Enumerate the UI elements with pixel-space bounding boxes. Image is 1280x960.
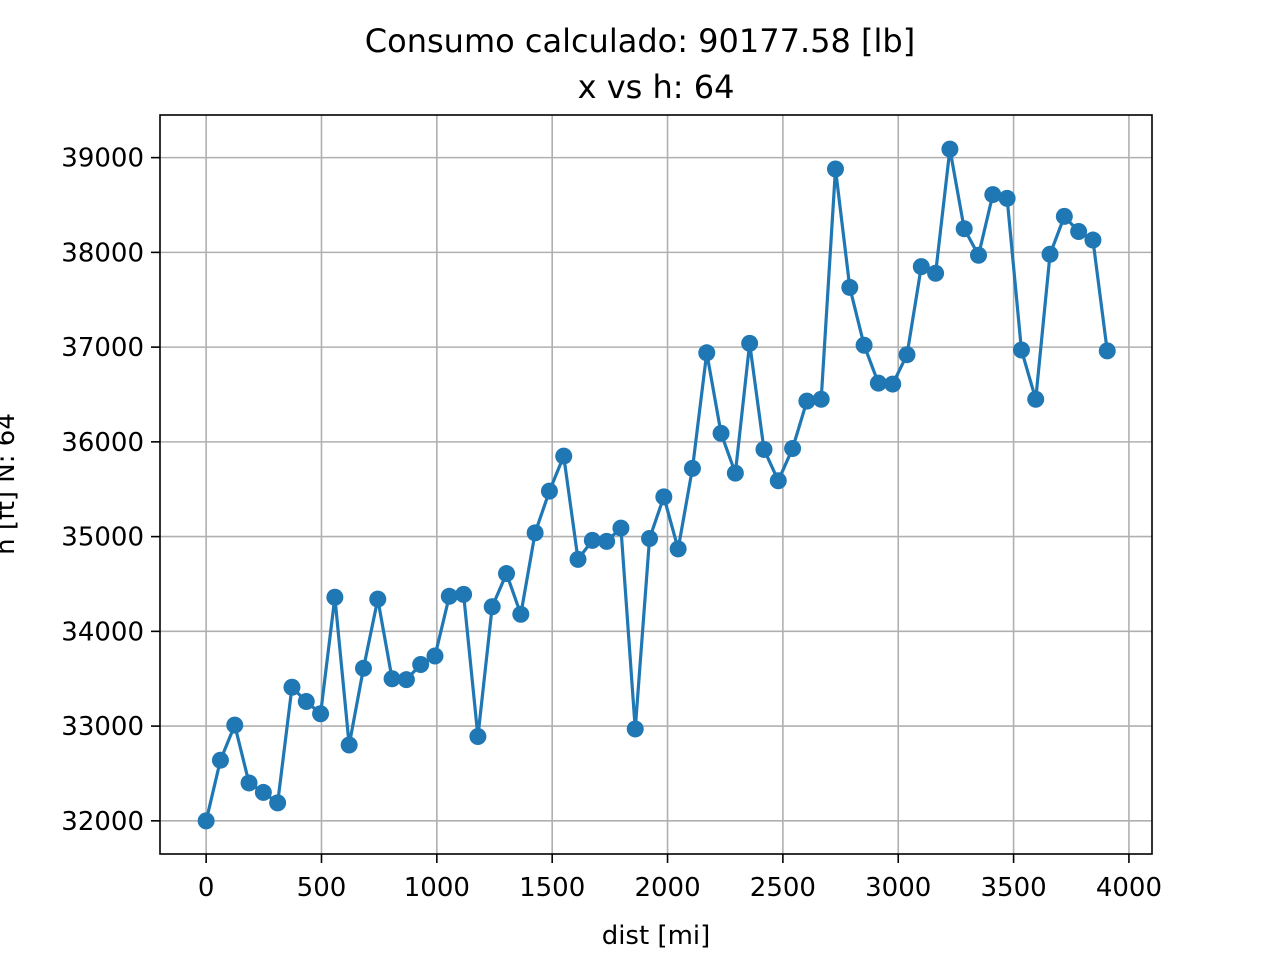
chart-title: Consumo calculado: 90177.58 [lb]	[365, 22, 915, 60]
y-tick-label: 39000	[61, 144, 144, 174]
y-tick-label: 36000	[61, 428, 144, 458]
data-point	[541, 483, 558, 500]
x-tick-label: 2500	[750, 873, 816, 903]
data-point	[841, 279, 858, 296]
data-point	[498, 565, 515, 582]
x-tick-label: 1000	[404, 873, 470, 903]
data-point	[326, 589, 343, 606]
data-point	[713, 425, 730, 442]
data-point	[627, 720, 644, 737]
data-point	[255, 784, 272, 801]
data-point	[970, 247, 987, 264]
grid	[160, 115, 1152, 854]
data-point	[469, 728, 486, 745]
data-point	[1070, 223, 1087, 240]
x-tick-label: 0	[198, 873, 215, 903]
axis-ticks: 0 500 1000 1500 2000 2500 3000 3500 4000 32000 330…	[61, 144, 1162, 903]
y-tick-label: 34000	[61, 617, 144, 647]
data-point	[770, 472, 787, 489]
data-point	[312, 705, 329, 722]
y-tick-label: 37000	[61, 333, 144, 363]
data-point	[798, 393, 815, 410]
data-point	[341, 737, 358, 754]
data-point	[441, 588, 458, 605]
data-point	[755, 441, 772, 458]
x-tick-label: 4000	[1096, 873, 1162, 903]
data-point	[941, 141, 958, 158]
plot-frame	[160, 115, 1152, 854]
data-point	[369, 591, 386, 608]
data-point	[355, 660, 372, 677]
data-point	[827, 161, 844, 178]
data-point	[1084, 232, 1101, 249]
x-tick-label: 500	[297, 873, 347, 903]
y-axis-label: h [ft] N: 64	[0, 413, 21, 555]
y-tick-label: 38000	[61, 238, 144, 268]
x-axis-label: dist [mi]	[602, 921, 711, 951]
data-point	[555, 448, 572, 465]
y-tick-label: 33000	[61, 712, 144, 742]
data-point	[741, 335, 758, 352]
data-point	[1013, 341, 1030, 358]
data-point	[856, 337, 873, 354]
data-point	[927, 265, 944, 282]
data-point	[241, 774, 258, 791]
data-point	[999, 190, 1016, 207]
data-point	[1042, 246, 1059, 263]
data-point	[698, 344, 715, 361]
data-point	[484, 598, 501, 615]
y-tick-label: 35000	[61, 523, 144, 553]
data-point	[527, 524, 544, 541]
data-point	[269, 794, 286, 811]
data-point	[398, 671, 415, 688]
data-point	[684, 460, 701, 477]
data-point	[512, 606, 529, 623]
x-tick-label: 3000	[865, 873, 931, 903]
data-point	[641, 530, 658, 547]
data-point	[426, 647, 443, 664]
data-point	[412, 656, 429, 673]
data-point	[655, 488, 672, 505]
data-point	[670, 540, 687, 557]
data-point	[298, 693, 315, 710]
data-point	[899, 346, 916, 363]
x-tick-label: 3500	[980, 873, 1046, 903]
data-point	[884, 376, 901, 393]
data-point	[455, 586, 472, 603]
data-point	[598, 533, 615, 550]
x-tick-label: 2000	[634, 873, 700, 903]
data-point	[784, 440, 801, 457]
data-point	[1027, 391, 1044, 408]
data-point	[727, 465, 744, 482]
data-point	[956, 220, 973, 237]
data-point	[198, 812, 215, 829]
data-point	[1099, 342, 1116, 359]
data-point	[612, 520, 629, 537]
x-tick-label: 1500	[519, 873, 585, 903]
data-point	[283, 679, 300, 696]
data-point	[570, 551, 587, 568]
chart-subtitle: x vs h: 64	[578, 68, 735, 106]
y-tick-label: 32000	[61, 807, 144, 837]
data-point	[813, 391, 830, 408]
data-point	[212, 752, 229, 769]
data-point	[226, 717, 243, 734]
data-point	[1056, 208, 1073, 225]
data-point	[984, 186, 1001, 203]
